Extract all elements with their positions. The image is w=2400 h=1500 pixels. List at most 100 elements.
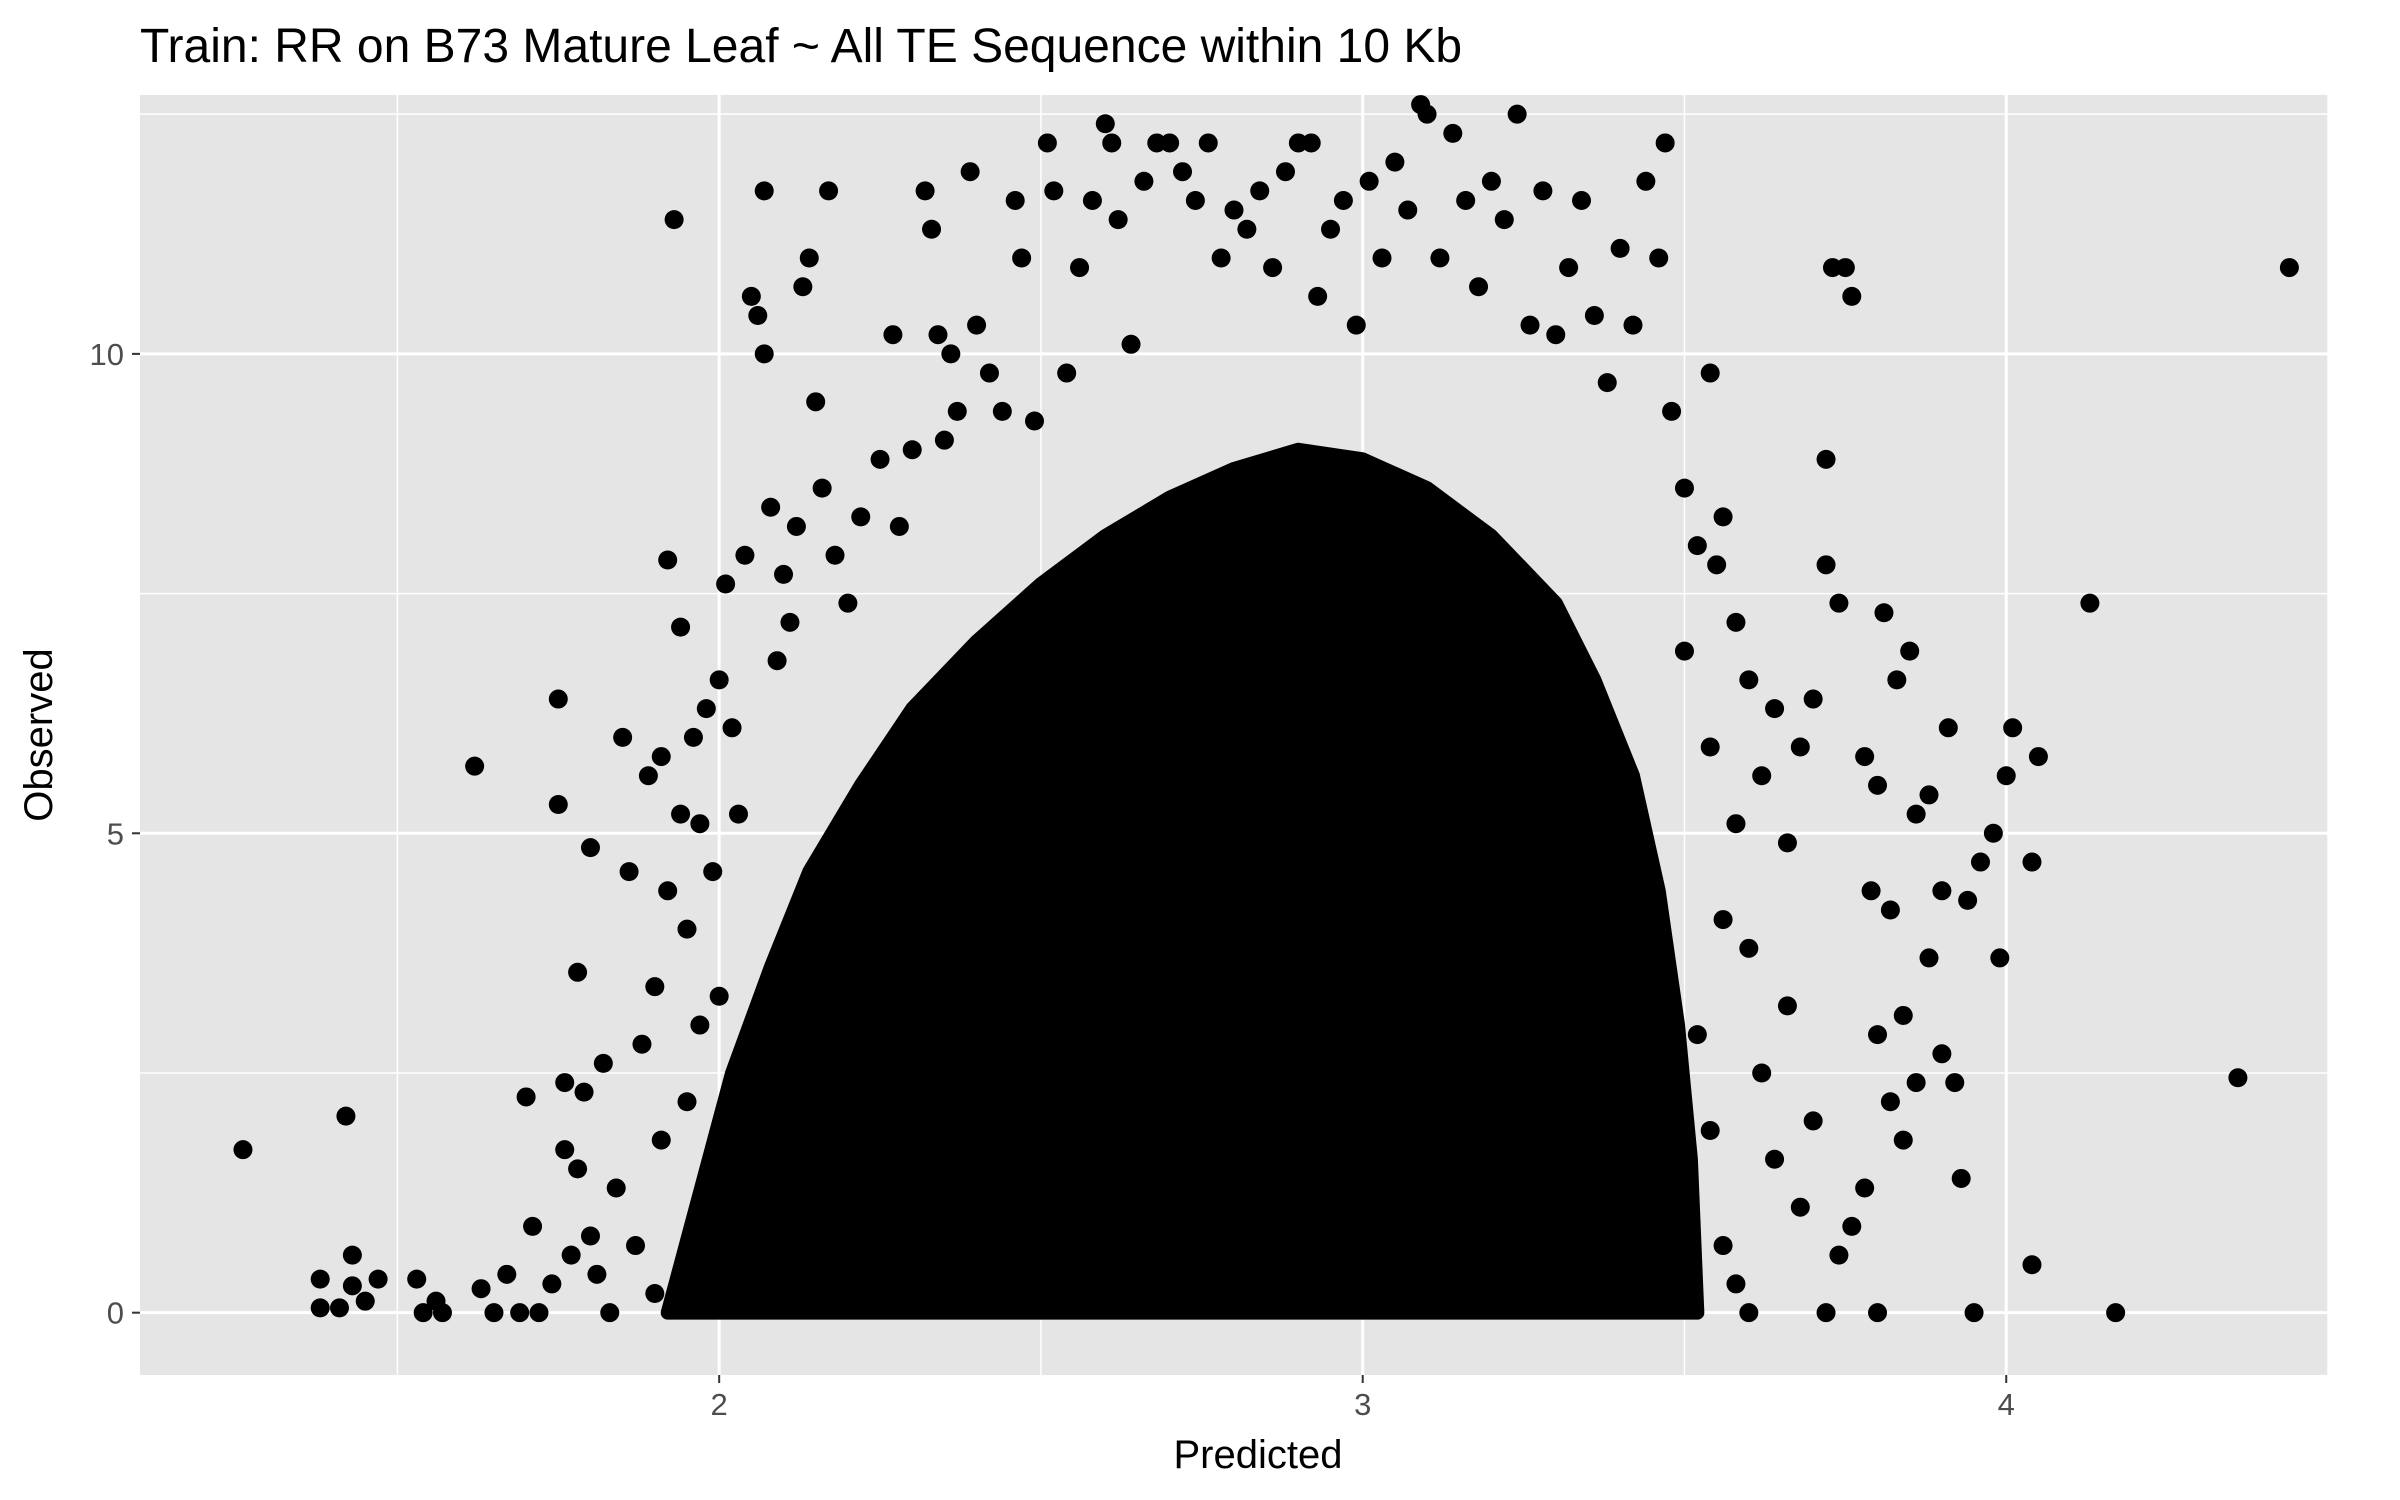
data-point bbox=[1861, 881, 1881, 901]
data-point bbox=[1037, 133, 1057, 153]
data-point bbox=[1372, 248, 1392, 268]
data-point bbox=[651, 747, 671, 767]
data-point bbox=[568, 1159, 588, 1179]
x-tick-label: 3 bbox=[1354, 1387, 1371, 1422]
data-point bbox=[1610, 238, 1630, 258]
data-point bbox=[1250, 181, 1270, 201]
data-point bbox=[548, 689, 568, 709]
x-tick-label: 2 bbox=[711, 1387, 728, 1422]
data-point bbox=[671, 804, 691, 824]
data-point bbox=[806, 392, 826, 412]
data-point bbox=[677, 919, 697, 939]
data-point bbox=[1790, 1197, 1810, 1217]
data-point bbox=[658, 550, 678, 570]
data-point bbox=[471, 1279, 491, 1299]
data-point bbox=[1713, 507, 1733, 527]
x-axis-title: Predicted bbox=[1174, 1433, 1343, 1477]
data-point bbox=[1333, 190, 1353, 210]
data-point bbox=[709, 670, 729, 690]
data-point bbox=[1842, 286, 1862, 306]
data-point bbox=[1160, 133, 1180, 153]
data-point bbox=[1674, 641, 1694, 661]
data-point bbox=[1649, 248, 1669, 268]
data-point bbox=[671, 617, 691, 637]
data-point bbox=[1752, 766, 1772, 786]
data-point bbox=[774, 564, 794, 584]
data-point bbox=[716, 574, 736, 594]
data-point bbox=[838, 593, 858, 613]
axis-ticks: 2 3 4 0 5 10 bbox=[90, 337, 2015, 1422]
data-point bbox=[1520, 315, 1540, 335]
data-point bbox=[799, 248, 819, 268]
data-point bbox=[465, 756, 485, 776]
data-point bbox=[523, 1216, 543, 1236]
data-point bbox=[1958, 890, 1978, 910]
data-point bbox=[1777, 833, 1797, 853]
data-point bbox=[1765, 1149, 1785, 1169]
data-point bbox=[761, 497, 781, 517]
data-point bbox=[1584, 306, 1604, 326]
data-point bbox=[1919, 785, 1939, 805]
data-point bbox=[793, 277, 813, 297]
data-point bbox=[1263, 258, 1283, 278]
data-point bbox=[1173, 162, 1193, 182]
data-point bbox=[1739, 1303, 1759, 1323]
data-point bbox=[1546, 325, 1566, 345]
data-point bbox=[1887, 670, 1907, 690]
data-point bbox=[928, 325, 948, 345]
data-point bbox=[1012, 248, 1032, 268]
data-point bbox=[368, 1269, 388, 1289]
data-point bbox=[645, 1284, 665, 1304]
data-point bbox=[1346, 315, 1366, 335]
data-point bbox=[645, 977, 665, 997]
data-point bbox=[1726, 612, 1746, 632]
data-point bbox=[1275, 162, 1295, 182]
data-point bbox=[555, 1073, 575, 1093]
data-point bbox=[626, 1236, 646, 1256]
data-point bbox=[1700, 1121, 1720, 1141]
data-point bbox=[1945, 1073, 1965, 1093]
data-point bbox=[1938, 718, 1958, 738]
data-point bbox=[1494, 210, 1514, 230]
data-point bbox=[870, 449, 890, 469]
data-point bbox=[1533, 181, 1553, 201]
data-point bbox=[342, 1245, 362, 1265]
data-point bbox=[941, 344, 961, 364]
data-point bbox=[1597, 373, 1617, 393]
data-point bbox=[1868, 775, 1888, 795]
data-point bbox=[2228, 1068, 2248, 1088]
data-point bbox=[1025, 411, 1045, 431]
y-tick-label: 0 bbox=[107, 1296, 124, 1331]
data-point bbox=[1687, 536, 1707, 556]
data-point bbox=[1456, 190, 1476, 210]
data-point bbox=[1005, 190, 1025, 210]
data-point bbox=[1430, 248, 1450, 268]
data-point bbox=[677, 1092, 697, 1112]
data-point bbox=[310, 1298, 330, 1318]
data-point bbox=[329, 1298, 349, 1318]
data-point bbox=[336, 1106, 356, 1126]
data-point bbox=[1893, 1130, 1913, 1150]
data-point bbox=[1900, 641, 1920, 661]
data-point bbox=[922, 219, 942, 239]
data-point bbox=[1070, 258, 1090, 278]
data-point bbox=[780, 612, 800, 632]
data-point bbox=[1970, 852, 1990, 872]
data-point bbox=[883, 325, 903, 345]
data-point bbox=[851, 507, 871, 527]
data-point bbox=[902, 440, 922, 460]
data-point bbox=[1919, 948, 1939, 968]
data-point bbox=[529, 1303, 549, 1323]
data-point bbox=[1816, 1303, 1836, 1323]
data-point bbox=[548, 795, 568, 815]
data-point bbox=[915, 181, 935, 201]
data-point bbox=[1990, 948, 2010, 968]
data-point bbox=[1868, 1025, 1888, 1045]
data-point bbox=[819, 181, 839, 201]
data-point bbox=[1321, 219, 1341, 239]
data-point bbox=[1108, 210, 1128, 230]
data-point bbox=[735, 545, 755, 565]
data-point bbox=[1842, 1216, 1862, 1236]
data-point bbox=[1481, 171, 1501, 191]
data-point bbox=[497, 1264, 517, 1284]
